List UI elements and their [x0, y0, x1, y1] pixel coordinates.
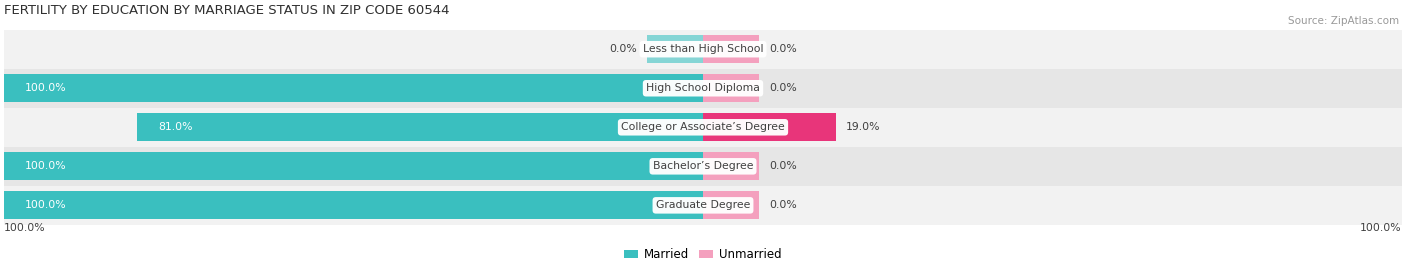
Text: 100.0%: 100.0%: [25, 161, 66, 171]
Text: Source: ZipAtlas.com: Source: ZipAtlas.com: [1288, 16, 1399, 26]
Bar: [4, 30, 1402, 69]
Bar: [703, 35, 759, 63]
Text: 0.0%: 0.0%: [609, 44, 637, 54]
Text: 100.0%: 100.0%: [4, 223, 46, 233]
Bar: [703, 113, 835, 141]
Text: College or Associate’s Degree: College or Associate’s Degree: [621, 122, 785, 132]
Bar: [4, 74, 703, 102]
Text: FERTILITY BY EDUCATION BY MARRIAGE STATUS IN ZIP CODE 60544: FERTILITY BY EDUCATION BY MARRIAGE STATU…: [4, 4, 450, 17]
Text: Bachelor’s Degree: Bachelor’s Degree: [652, 161, 754, 171]
Bar: [4, 108, 1402, 147]
Bar: [4, 191, 703, 220]
Bar: [4, 152, 703, 180]
Legend: Married, Unmarried: Married, Unmarried: [620, 243, 786, 266]
Text: 0.0%: 0.0%: [769, 161, 797, 171]
Text: 0.0%: 0.0%: [769, 44, 797, 54]
Text: 0.0%: 0.0%: [769, 200, 797, 210]
Text: Less than High School: Less than High School: [643, 44, 763, 54]
Text: High School Diploma: High School Diploma: [647, 83, 759, 93]
Bar: [703, 191, 759, 220]
Bar: [647, 35, 703, 63]
Bar: [703, 152, 759, 180]
Bar: [4, 186, 1402, 225]
Bar: [4, 69, 1402, 108]
Text: 0.0%: 0.0%: [769, 83, 797, 93]
Bar: [703, 74, 759, 102]
Text: 100.0%: 100.0%: [25, 83, 66, 93]
Text: 19.0%: 19.0%: [846, 122, 880, 132]
Bar: [4, 147, 1402, 186]
Bar: [136, 113, 703, 141]
Text: 81.0%: 81.0%: [157, 122, 193, 132]
Text: Graduate Degree: Graduate Degree: [655, 200, 751, 210]
Text: 100.0%: 100.0%: [1360, 223, 1402, 233]
Text: 100.0%: 100.0%: [25, 200, 66, 210]
